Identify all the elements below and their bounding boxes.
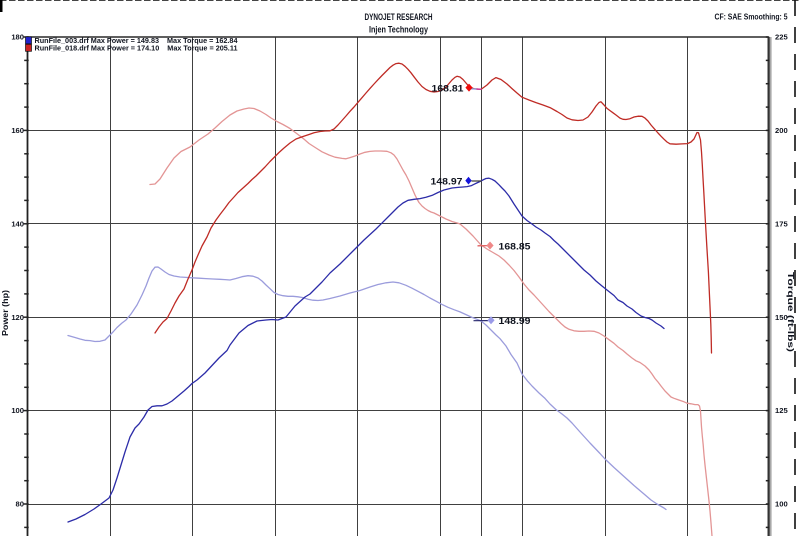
svg-text:80: 80 (16, 500, 24, 509)
svg-text:148.99: 148.99 (499, 315, 531, 326)
svg-text:125: 125 (775, 406, 788, 415)
svg-text:200: 200 (775, 126, 788, 135)
svg-text:100: 100 (775, 500, 788, 509)
svg-text:180: 180 (11, 33, 24, 42)
svg-text:100: 100 (11, 406, 24, 415)
svg-text:RunFile_003.drf Max Power = 14: RunFile_003.drf Max Power = 149.83 Max T… (35, 38, 238, 45)
svg-text:CF: SAE Smoothing: 5: CF: SAE Smoothing: 5 (715, 12, 788, 22)
svg-text:Torque (ft-lbs): Torque (ft-lbs) (786, 272, 795, 353)
svg-text:RunFile_018.drf Max Power = 17: RunFile_018.drf Max Power = 174.10 Max T… (35, 46, 238, 53)
svg-text:175: 175 (775, 219, 788, 228)
svg-text:140: 140 (11, 219, 24, 228)
svg-text:168.81: 168.81 (432, 83, 464, 94)
svg-text:Injen Technology: Injen Technology (369, 25, 428, 35)
svg-text:168.85: 168.85 (499, 241, 531, 252)
svg-text:120: 120 (11, 313, 24, 322)
svg-text:150: 150 (775, 313, 788, 322)
svg-text:160: 160 (11, 126, 24, 135)
svg-text:148.97: 148.97 (431, 176, 463, 187)
svg-text:DYNOJET RESEARCH: DYNOJET RESEARCH (365, 12, 433, 22)
svg-text:225: 225 (775, 33, 788, 42)
svg-text:Power (hp): Power (hp) (1, 290, 10, 336)
